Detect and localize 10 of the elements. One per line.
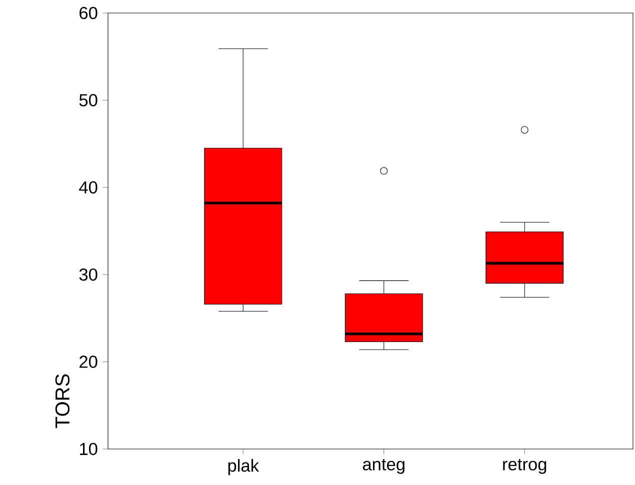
y-tick-label: 50 xyxy=(79,94,98,106)
y-axis-title: TORS xyxy=(55,374,70,428)
y-tick-label: 10 xyxy=(80,442,98,456)
y-tick-label: 60 xyxy=(80,6,98,20)
y-tick-label: 20 xyxy=(80,356,98,368)
y-tick-label: 40 xyxy=(79,181,98,194)
x-tick-label: plak xyxy=(228,459,260,476)
x-tick-label: anteg xyxy=(362,459,404,474)
y-tick-label: 30 xyxy=(79,268,98,281)
x-tick-label: retrog xyxy=(503,459,546,474)
